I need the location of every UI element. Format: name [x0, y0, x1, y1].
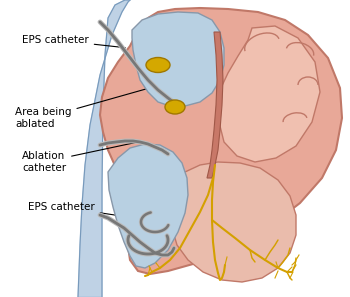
Polygon shape	[172, 162, 296, 282]
Polygon shape	[100, 8, 342, 274]
Text: EPS catheter: EPS catheter	[22, 35, 125, 48]
Polygon shape	[78, 0, 130, 297]
Text: Ablation
catheter: Ablation catheter	[22, 143, 135, 173]
Text: EPS catheter: EPS catheter	[28, 202, 145, 219]
Polygon shape	[207, 32, 223, 178]
Text: Area being
ablated: Area being ablated	[15, 88, 151, 129]
Ellipse shape	[146, 58, 170, 72]
Polygon shape	[132, 12, 224, 106]
Ellipse shape	[165, 100, 185, 114]
Polygon shape	[218, 26, 320, 162]
Polygon shape	[108, 144, 188, 268]
